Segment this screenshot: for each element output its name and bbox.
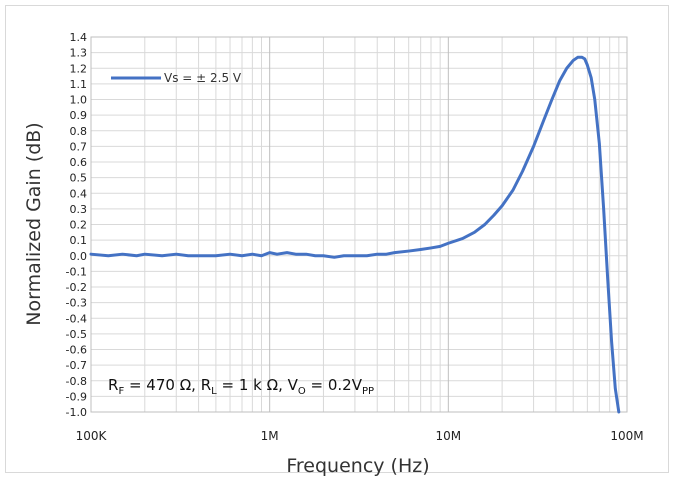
- grid-lines: [90, 36, 627, 413]
- x-tick-label: 10M: [436, 429, 462, 443]
- y-tick-label: 1.2: [70, 62, 88, 75]
- y-tick-label: 0.0: [70, 250, 88, 263]
- y-axis-title: Normalized Gain (dB): [23, 122, 45, 325]
- x-axis-title: Frequency (Hz): [286, 455, 429, 477]
- y-tick-label: 0.5: [70, 172, 88, 185]
- y-tick-label: 0.2: [70, 219, 88, 232]
- y-tick-label: -0.5: [66, 328, 87, 341]
- y-tick-label: 0.9: [70, 109, 88, 122]
- y-tick-labels: 1.4 1.3 1.2 1.1 1.0 0.9 0.8 0.7 0.6 0.5 0.4 0.3 0.2 0…: [66, 31, 87, 419]
- series-layer: [89, 55, 621, 414]
- y-tick-label: 1.0: [70, 94, 88, 107]
- x-tick-label: 100K: [76, 429, 108, 443]
- y-tick-label: -1.0: [66, 406, 87, 419]
- y-tick-label: 1.3: [70, 47, 88, 60]
- y-tick-label: -0.3: [66, 297, 87, 310]
- y-tick-label: -0.8: [66, 375, 87, 388]
- x-tick-label: 1M: [261, 429, 279, 443]
- y-tick-label: 0.4: [70, 187, 88, 200]
- y-tick-label: 0.7: [70, 140, 88, 153]
- y-tick-label: 0.8: [70, 125, 88, 138]
- series-line: [89, 55, 621, 414]
- y-tick-label: 1.4: [70, 31, 88, 44]
- y-tick-label: -0.1: [66, 265, 87, 278]
- y-tick-label: -0.6: [66, 344, 87, 357]
- y-tick-label: -0.4: [66, 312, 87, 325]
- plot-area-border: [90, 36, 628, 413]
- legend: Vs = ± 2.5 V: [111, 71, 242, 85]
- chart-frame: [5, 5, 669, 473]
- y-tick-label: -0.9: [66, 390, 87, 403]
- y-tick-label: -0.2: [66, 281, 87, 294]
- y-tick-label: 0.6: [70, 156, 88, 169]
- y-tick-label: 0.3: [70, 203, 88, 216]
- y-tick-label: 0.1: [70, 234, 88, 247]
- y-tick-label: -0.7: [66, 359, 87, 372]
- x-tick-labels: 100K 1M 10M 100M: [76, 429, 644, 443]
- x-tick-label: 100M: [610, 429, 643, 443]
- y-tick-label: 1.1: [70, 78, 88, 91]
- legend-label: Vs = ± 2.5 V: [164, 71, 242, 85]
- test-conditions-annotation: RF = 470 Ω, RL = 1 k Ω, VO = 0.2VPP: [108, 376, 374, 397]
